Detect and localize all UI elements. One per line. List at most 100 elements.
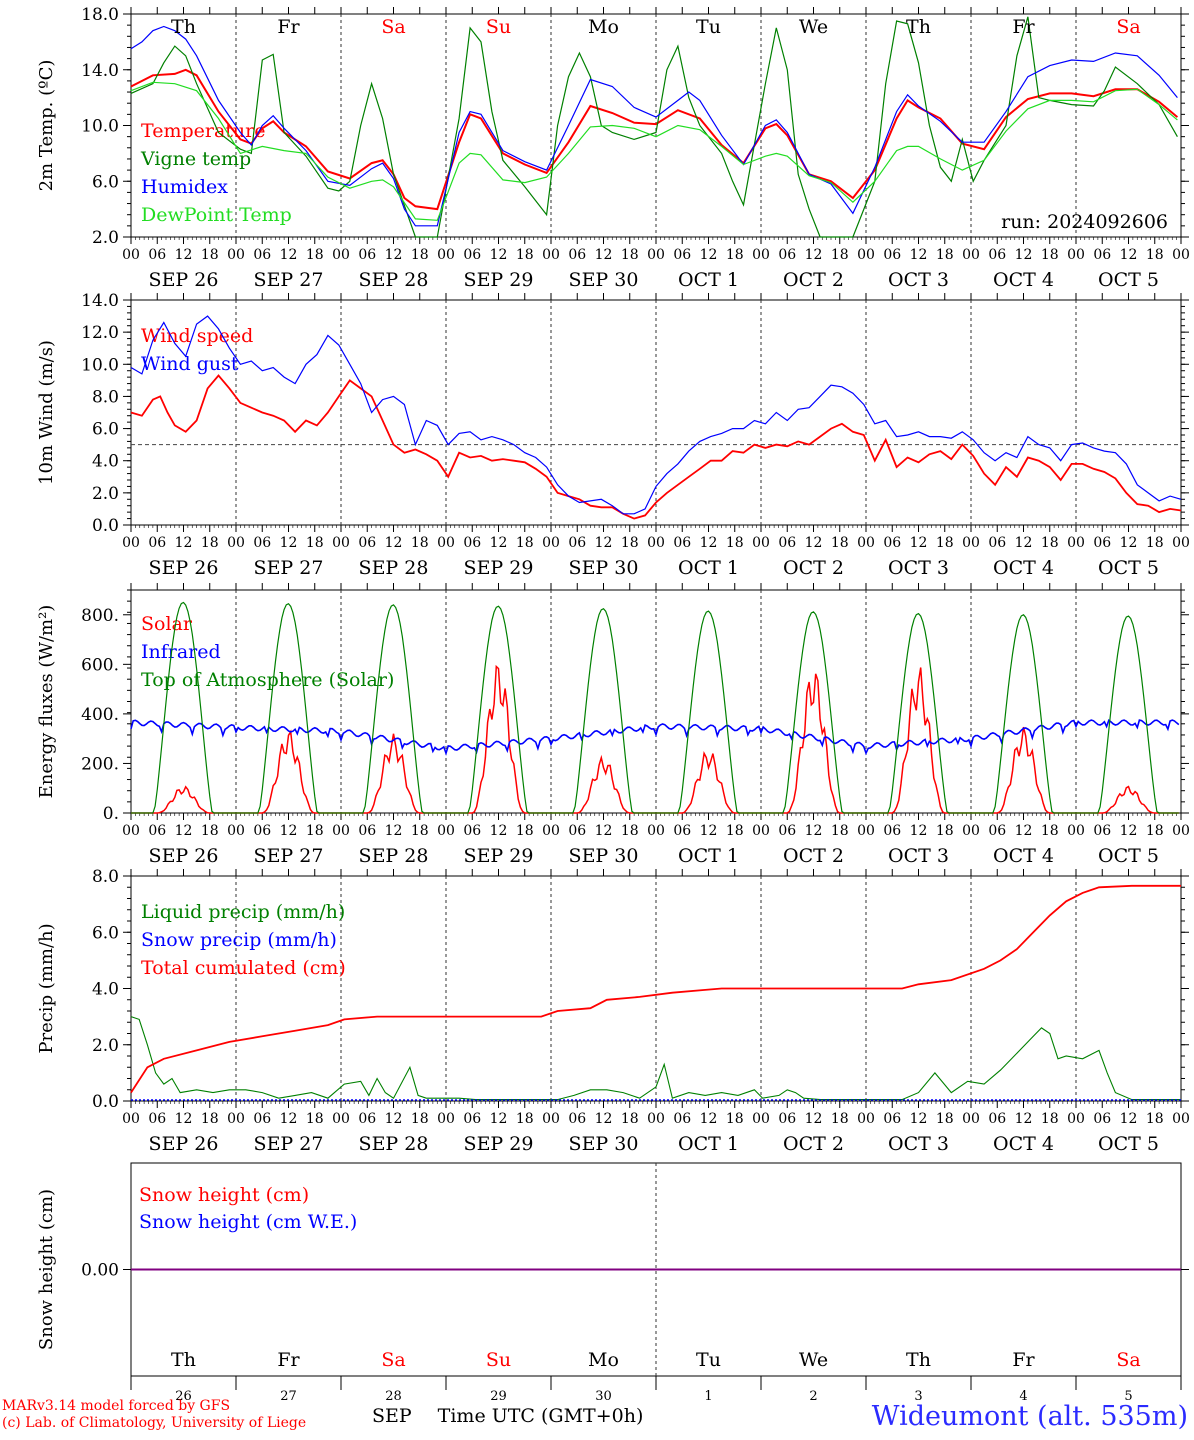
hour-tick-label: 06 xyxy=(253,247,271,263)
date-label: SEP 27 xyxy=(254,845,324,867)
hour-tick-label: 06 xyxy=(1093,823,1111,839)
hour-tick-label: 12 xyxy=(700,247,718,263)
day-number-label: 30 xyxy=(595,1389,612,1404)
hour-tick-label: 06 xyxy=(568,535,586,551)
date-label: SEP 27 xyxy=(254,557,324,579)
y-tick-label: 18.0 xyxy=(81,5,119,25)
date-label: OCT 1 xyxy=(678,557,739,579)
date-label: OCT 5 xyxy=(1098,845,1159,867)
hour-tick-label: 18 xyxy=(831,1111,849,1127)
hour-tick-label: 00 xyxy=(1172,1111,1190,1127)
hour-tick-label: 06 xyxy=(988,823,1006,839)
date-label: OCT 3 xyxy=(888,845,949,867)
hour-tick-label: 00 xyxy=(857,535,875,551)
date-label: OCT 2 xyxy=(783,1133,844,1155)
hour-tick-label: 18 xyxy=(726,247,744,263)
hour-tick-label: 06 xyxy=(673,247,691,263)
hour-tick-label: 18 xyxy=(1041,1111,1059,1127)
hour-tick-label: 06 xyxy=(673,1111,691,1127)
hour-tick-label: 06 xyxy=(988,1111,1006,1127)
hour-tick-label: 12 xyxy=(490,247,508,263)
y-tick-label: 2.0 xyxy=(92,228,119,248)
y-tick-label: 8.0 xyxy=(92,867,119,887)
hour-tick-label: 06 xyxy=(253,1111,271,1127)
y-tick-label: 600. xyxy=(81,655,119,675)
y-tick-label: 10.0 xyxy=(81,355,119,375)
date-label: SEP 27 xyxy=(254,1133,324,1155)
legend-entry: DewPoint Temp xyxy=(141,204,292,226)
hour-tick-label: 06 xyxy=(988,535,1006,551)
hour-tick-label: 12 xyxy=(280,535,298,551)
hour-tick-label: 06 xyxy=(463,535,481,551)
hour-tick-label: 18 xyxy=(1041,535,1059,551)
hour-tick-label: 18 xyxy=(516,1111,534,1127)
hour-tick-label: 18 xyxy=(1146,1111,1164,1127)
hour-tick-label: 00 xyxy=(1067,1111,1085,1127)
hour-tick-label: 18 xyxy=(411,247,429,263)
weekday-label: Th xyxy=(906,1349,931,1371)
hour-tick-label: 12 xyxy=(700,823,718,839)
hour-tick-label: 06 xyxy=(253,535,271,551)
weekday-label: Sa xyxy=(1116,1349,1140,1371)
hour-tick-label: 06 xyxy=(568,823,586,839)
date-label: SEP 28 xyxy=(359,845,429,867)
hour-tick-label: 00 xyxy=(542,535,560,551)
date-label: OCT 2 xyxy=(783,269,844,291)
hour-tick-label: 00 xyxy=(1067,535,1085,551)
hour-tick-label: 06 xyxy=(883,247,901,263)
legend-entry: Top of Atmosphere (Solar) xyxy=(141,669,394,691)
hour-tick-label: 18 xyxy=(411,535,429,551)
date-label: OCT 4 xyxy=(993,845,1054,867)
series-line-dewpoint-temp xyxy=(130,81,1178,221)
date-label: SEP 29 xyxy=(464,1133,534,1155)
y-axis-label: Energy fluxes (W/m²) xyxy=(36,605,57,799)
date-label: OCT 4 xyxy=(993,557,1054,579)
y-axis-label: Precip (mm/h) xyxy=(36,923,57,1053)
hour-tick-label: 00 xyxy=(122,823,140,839)
weekday-label: Mo xyxy=(588,16,619,38)
day-number-label: 4 xyxy=(1019,1389,1027,1404)
date-label: SEP 30 xyxy=(569,1133,639,1155)
hour-tick-label: 06 xyxy=(1093,535,1111,551)
hour-tick-label: 00 xyxy=(1172,247,1190,263)
hour-tick-label: 18 xyxy=(516,823,534,839)
hour-tick-label: 00 xyxy=(857,823,875,839)
credit-line-1: MARv3.14 model forced by GFS xyxy=(2,1398,231,1414)
series-line-liquid xyxy=(130,1016,1181,1101)
panel-frame xyxy=(130,299,1182,526)
hour-tick-label: 18 xyxy=(726,823,744,839)
model-credits: MARv3.14 model forced by GFS (c) Lab. of… xyxy=(2,1398,306,1432)
hour-tick-label: 00 xyxy=(1067,823,1085,839)
y-tick-label: 0.0 xyxy=(92,516,119,536)
hour-tick-label: 00 xyxy=(332,247,350,263)
hour-tick-label: 00 xyxy=(542,247,560,263)
date-label: SEP 28 xyxy=(359,269,429,291)
time-axis-caption: SEP Time UTC (GMT+0h) xyxy=(372,1405,669,1427)
day-number-label: 29 xyxy=(490,1389,507,1404)
hour-tick-label: 18 xyxy=(621,1111,639,1127)
hour-tick-label: 18 xyxy=(306,823,324,839)
series-line-infrared xyxy=(130,719,1180,756)
hour-tick-label: 06 xyxy=(883,535,901,551)
weekday-label: We xyxy=(799,16,828,38)
hour-tick-label: 00 xyxy=(227,1111,245,1127)
date-label: SEP 29 xyxy=(464,269,534,291)
weekday-label: Tu xyxy=(696,16,721,38)
hour-tick-label: 00 xyxy=(962,247,980,263)
legend-entry: Wind gust xyxy=(141,353,239,375)
hour-tick-label: 18 xyxy=(516,247,534,263)
hour-tick-label: 12 xyxy=(910,535,928,551)
date-label: SEP 26 xyxy=(149,557,219,579)
y-tick-label: 6.0 xyxy=(92,172,119,192)
hour-tick-label: 18 xyxy=(201,535,219,551)
legend-entry: Snow precip (mm/h) xyxy=(141,929,337,951)
hour-tick-label: 06 xyxy=(358,1111,376,1127)
hour-tick-label: 12 xyxy=(910,247,928,263)
y-tick-label: 14.0 xyxy=(81,291,119,311)
legend-entry: Wind speed xyxy=(141,325,253,347)
date-label: SEP 30 xyxy=(569,557,639,579)
date-label: OCT 2 xyxy=(783,845,844,867)
hour-tick-label: 06 xyxy=(778,535,796,551)
hour-tick-label: 18 xyxy=(201,823,219,839)
hour-tick-label: 18 xyxy=(621,247,639,263)
